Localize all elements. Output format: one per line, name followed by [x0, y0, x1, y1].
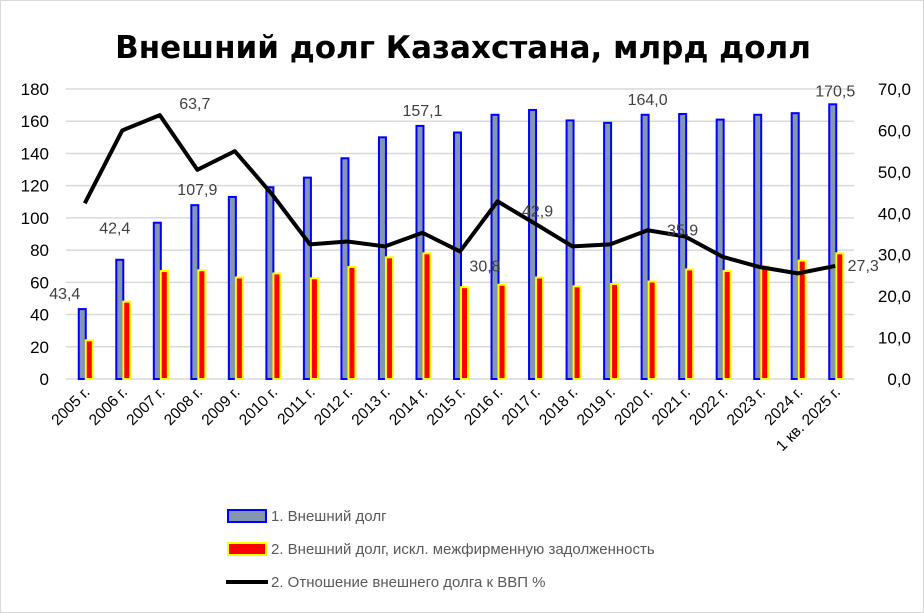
data-label: 30,8: [469, 258, 500, 275]
left-axis-tick: 80: [30, 241, 49, 260]
x-axis-tick: 2015 г.: [424, 384, 469, 429]
bar-debt-excl-intercompany: [234, 276, 244, 380]
x-axis-tick: 2014 г.: [386, 384, 431, 429]
bar-external-debt: [640, 113, 650, 381]
bar-external-debt: [302, 176, 312, 380]
bar-debt-excl-intercompany: [610, 282, 620, 381]
right-axis-tick: 50,0: [878, 163, 911, 182]
bar-external-debt: [528, 108, 538, 380]
left-axis-tick: 60: [30, 273, 49, 292]
legend-label: 2. Внешний долг, искл. межфирменную задо…: [271, 541, 655, 558]
data-label: 42,4: [99, 220, 130, 237]
x-axis-tick: 2019 г.: [574, 384, 619, 429]
bar-debt-excl-intercompany: [835, 252, 845, 380]
bar-external-debt: [152, 221, 162, 380]
x-axis-tick: 2013 г.: [349, 384, 394, 429]
data-label: 164,0: [628, 92, 668, 109]
right-axis-tick: 40,0: [878, 204, 911, 223]
data-label: 170,5: [815, 83, 855, 100]
bar-debt-excl-intercompany: [647, 280, 657, 380]
bar-external-debt: [77, 308, 87, 381]
legend-swatch: [227, 542, 267, 556]
x-axis-tick: 2009 г.: [199, 384, 244, 429]
x-axis-tick: 2016 г.: [461, 384, 506, 429]
right-axis-tick: 70,0: [878, 80, 911, 99]
right-axis-tick: 60,0: [878, 121, 911, 140]
x-axis-tick: 2021 г.: [649, 384, 694, 429]
bar-debt-excl-intercompany: [159, 270, 169, 380]
bar-external-debt: [227, 195, 237, 380]
bar-external-debt: [190, 204, 200, 380]
x-axis-tick: 2008 г.: [161, 384, 206, 429]
bar-debt-excl-intercompany: [122, 300, 132, 380]
bar-external-debt: [603, 121, 613, 380]
data-label: 63,7: [179, 96, 210, 113]
x-axis-tick: 2006 г.: [86, 384, 131, 429]
bar-debt-excl-intercompany: [384, 256, 394, 380]
bar-external-debt: [828, 103, 838, 381]
x-axis-tick: 2011 г.: [274, 384, 318, 428]
bar-debt-excl-intercompany: [497, 283, 507, 380]
x-axis-tick: 2022 г.: [686, 384, 731, 429]
bar-external-debt: [340, 157, 350, 380]
bar-external-debt: [753, 113, 763, 381]
data-label: 42,9: [522, 203, 553, 220]
bar-external-debt: [115, 258, 125, 380]
right-axis-tick: 20,0: [878, 287, 911, 306]
bar-debt-excl-intercompany: [347, 266, 357, 380]
x-axis-tick: 2017 г.: [499, 384, 544, 429]
left-axis-tick: 100: [21, 209, 49, 228]
x-axis-tick: 2018 г.: [536, 384, 581, 429]
left-axis-tick: 120: [21, 177, 49, 196]
data-label: 107,9: [177, 182, 217, 199]
bar-debt-excl-intercompany: [84, 339, 94, 381]
bar-debt-excl-intercompany: [722, 270, 732, 380]
bar-external-debt: [415, 124, 425, 381]
left-axis-tick: 20: [30, 338, 49, 357]
bar-external-debt: [790, 112, 800, 381]
x-axis-tick: 2023 г.: [724, 384, 769, 429]
left-axis-tick: 0: [40, 370, 49, 389]
legend-swatch: [227, 509, 267, 523]
bar-debt-excl-intercompany: [535, 276, 545, 380]
left-axis-tick: 140: [21, 144, 49, 163]
bar-external-debt: [265, 186, 275, 380]
bar-debt-excl-intercompany: [797, 259, 807, 381]
bar-external-debt: [377, 136, 387, 380]
data-label: 43,4: [49, 286, 80, 303]
x-axis-tick: 2007 г.: [123, 384, 168, 429]
left-axis-tick: 160: [21, 112, 49, 131]
bar-debt-excl-intercompany: [685, 268, 695, 381]
right-axis-tick: 30,0: [878, 246, 911, 265]
left-axis-tick: 180: [21, 80, 49, 99]
data-label: 35,9: [667, 222, 698, 239]
bar-external-debt: [715, 118, 725, 380]
legend-label: 1. Внешний долг: [271, 508, 387, 525]
x-axis-tick: 2005 г.: [48, 384, 93, 429]
x-axis-tick: 2020 г.: [611, 384, 656, 429]
bar-debt-excl-intercompany: [309, 277, 319, 380]
bar-debt-excl-intercompany: [572, 285, 582, 380]
bar-debt-excl-intercompany: [197, 269, 207, 380]
legend-label: 2. Отношение внешнего долга к ВВП %: [271, 574, 546, 591]
chart-title: Внешний долг Казахстана, млрд долл: [115, 30, 811, 66]
bar-external-debt: [490, 113, 500, 381]
line-debt-to-gdp: [82, 113, 836, 276]
bar-debt-excl-intercompany: [272, 272, 282, 381]
bar-debt-excl-intercompany: [460, 286, 469, 380]
bar-debt-excl-intercompany: [760, 265, 770, 381]
bar-external-debt: [565, 119, 575, 381]
right-axis-tick: 0,0: [887, 370, 911, 389]
data-label: 157,1: [402, 103, 442, 120]
x-axis-tick: 2010 г.: [236, 384, 281, 429]
bar-debt-excl-intercompany: [422, 252, 432, 380]
right-axis-tick: 10,0: [878, 329, 911, 348]
bar-external-debt: [678, 112, 688, 380]
left-axis-tick: 40: [30, 306, 49, 325]
bar-external-debt: [453, 131, 462, 380]
x-axis-tick: 2012 г.: [311, 384, 356, 429]
data-label: 27,3: [848, 258, 879, 275]
